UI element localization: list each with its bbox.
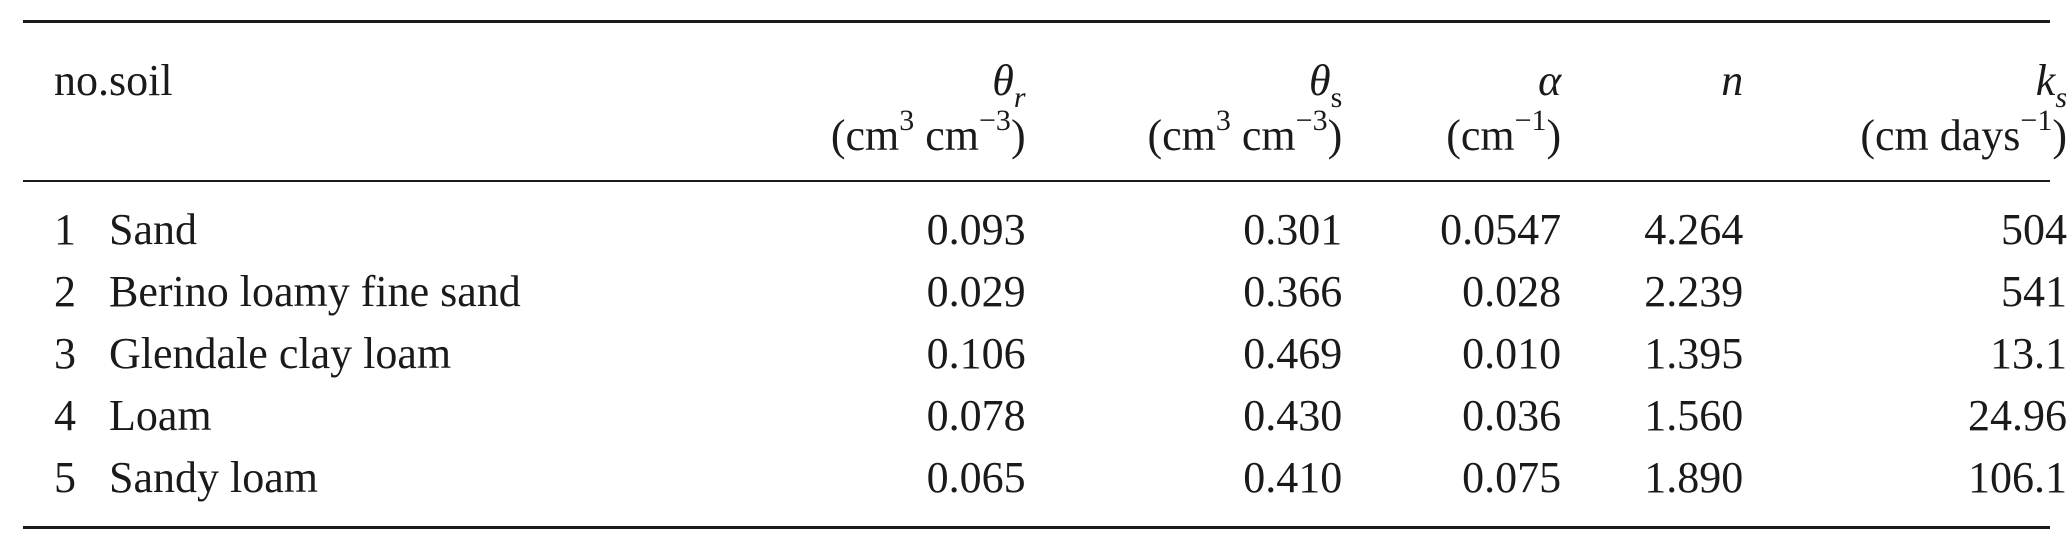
- ks-symbol: k: [2035, 56, 2056, 105]
- theta-s-subscript: s: [1330, 80, 1343, 114]
- header-row-symbols: no. soil θr θs α n ks: [0, 0, 2067, 113]
- alpha-symbol: α: [1538, 56, 1562, 105]
- unit-theta-s: (cm3 cm−3): [1147, 104, 1343, 160]
- header-n: n: [1561, 0, 1743, 103]
- header-theta-s: θs: [1026, 0, 1342, 113]
- header-theta-r: θr: [667, 0, 1025, 113]
- theta-r-symbol: θ: [992, 56, 1014, 105]
- ks-subscript: s: [2055, 80, 2067, 114]
- header-no: no.: [54, 56, 109, 105]
- unit-ks: (cm days−1): [1860, 104, 2067, 160]
- n-symbol: n: [1721, 56, 1744, 105]
- header-row-units: (cm3 cm−3) (cm3 cm−3) (cm−1) (cm days−1): [0, 103, 2067, 177]
- header-alpha: α: [1342, 0, 1561, 103]
- table-header-rule: [23, 180, 2050, 182]
- table-row: 3 Glendale clay loam 0.106 0.469 0.010 1…: [54, 329, 2067, 378]
- header-ks: ks: [1743, 0, 2067, 113]
- unit-alpha: (cm−1): [1446, 104, 1562, 160]
- table-row: 1 Sand 0.093 0.301 0.0547 4.264 504: [54, 205, 2067, 254]
- unit-theta-r: (cm3 cm−3): [830, 104, 1026, 160]
- table-row: 4 Loam 0.078 0.430 0.036 1.560 24.96: [54, 391, 2067, 440]
- soil-parameter-table: no. soil θr θs α n ks (cm3 cm−3) (cm3 cm…: [0, 0, 2067, 503]
- theta-r-subscript: r: [1013, 80, 1026, 114]
- theta-s-symbol: θ: [1308, 56, 1331, 105]
- table-bottom-rule: [23, 526, 2050, 529]
- table-row: 2 Berino loamy fine sand 0.029 0.366 0.0…: [54, 267, 2067, 316]
- header-soil: soil: [109, 56, 173, 105]
- table-top-rule: [23, 20, 2050, 23]
- table-row: 5 Sandy loam 0.065 0.410 0.075 1.890 106…: [54, 453, 2067, 502]
